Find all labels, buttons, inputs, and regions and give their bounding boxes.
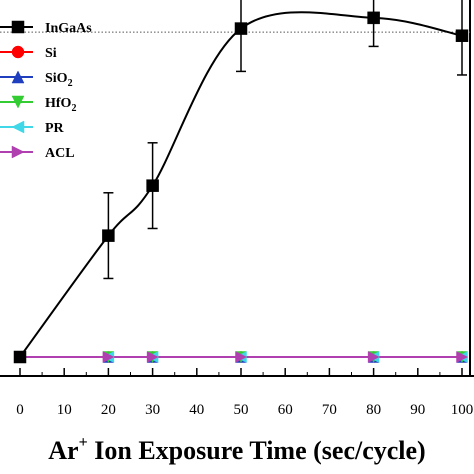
x-tick-label: 0 xyxy=(16,402,24,418)
x-axis-title-main: Ar xyxy=(48,436,78,465)
legend-marker-acl xyxy=(11,145,25,159)
legend-label-main: ACL xyxy=(45,146,75,161)
legend-marker-hfo xyxy=(11,95,25,109)
error-bars xyxy=(103,0,467,280)
data-point-ingaas xyxy=(13,350,27,364)
legend-label-main: SiO xyxy=(45,71,68,86)
data-point-acl xyxy=(146,351,159,363)
legend-label: Si xyxy=(45,46,57,61)
legend-label-main: Si xyxy=(45,46,57,61)
legend-label: HfO2 xyxy=(45,96,76,114)
legend-marker-sio xyxy=(11,70,25,84)
x-tick-label: 10 xyxy=(57,402,72,418)
legend-label-main: HfO xyxy=(45,96,72,111)
data-point-ingaas xyxy=(146,179,159,192)
x-axis-title-sup: + xyxy=(79,434,88,451)
x-tick-label: 50 xyxy=(234,402,249,418)
x-tick-label: 30 xyxy=(145,402,160,418)
x-tick-label: 60 xyxy=(278,402,293,418)
x-axis-title-rest: Ion Exposure Time (sec/cycle) xyxy=(88,436,426,465)
x-axis-title: Ar+ Ion Exposure Time (sec/cycle) xyxy=(48,434,425,465)
x-ticks: 0 10 20 30 40 50 60 70 80 90 100 xyxy=(16,368,473,418)
data-markers xyxy=(13,11,469,364)
data-point-acl xyxy=(102,351,115,363)
series-lines xyxy=(19,11,463,358)
x-tick-label: 90 xyxy=(410,402,425,418)
data-point-ingaas xyxy=(234,22,248,35)
data-point-ingaas xyxy=(455,29,469,42)
x-tick-label: 70 xyxy=(322,402,337,418)
legend-marker-pr xyxy=(11,120,25,134)
data-point-acl xyxy=(367,351,380,363)
legend-marker-ingaas xyxy=(11,20,25,34)
plot-area: 0 10 20 30 40 50 60 70 80 90 100 xyxy=(0,0,474,418)
data-point-ingaas xyxy=(367,11,380,25)
legend-label-main: InGaAs xyxy=(45,21,92,36)
x-tick-label: 100 xyxy=(451,402,474,418)
legend-label: ACL xyxy=(45,146,75,161)
data-point-ingaas xyxy=(102,229,115,242)
legend-label-main: PR xyxy=(45,121,65,136)
x-tick-label: 20 xyxy=(101,402,116,418)
legend-label-subscript: 2 xyxy=(71,103,76,114)
legend-label: InGaAs xyxy=(45,21,92,36)
data-point-acl xyxy=(235,351,248,363)
legend-label: SiO2 xyxy=(45,71,73,89)
x-tick-label: 40 xyxy=(189,402,204,418)
legend-label: PR xyxy=(45,121,65,136)
legend-label-subscript: 2 xyxy=(68,78,73,89)
data-point-acl xyxy=(456,351,469,363)
legend-marker-si xyxy=(11,45,25,59)
x-tick-label: 80 xyxy=(366,402,381,418)
